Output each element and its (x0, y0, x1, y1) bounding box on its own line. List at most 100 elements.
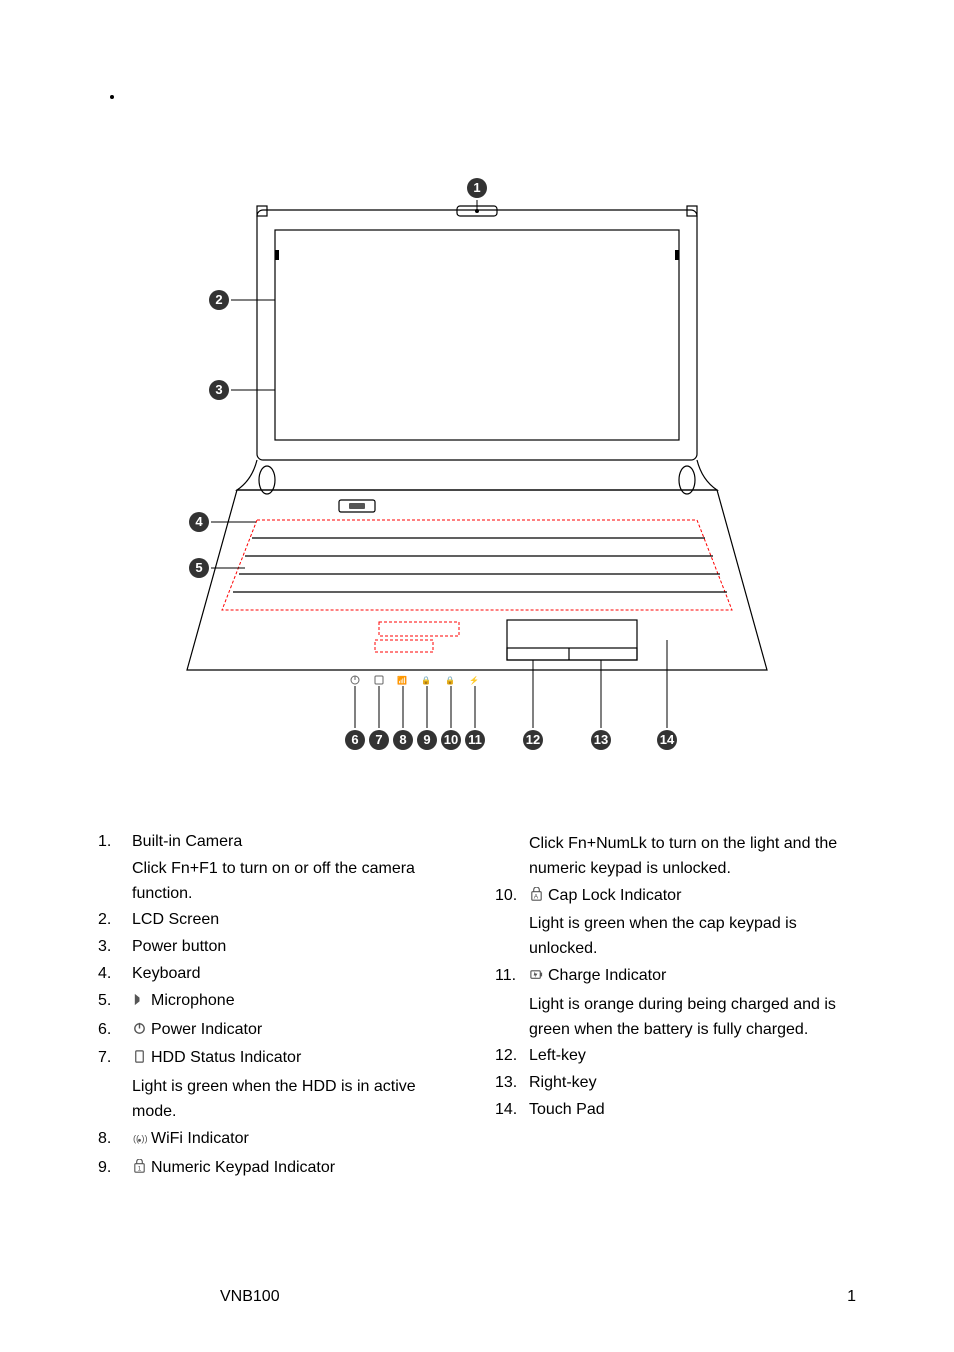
item-number: 12. (495, 1044, 529, 1069)
item-body: HDD Status Indicator (132, 1046, 459, 1073)
item-title: Built-in Camera (132, 833, 242, 850)
item-description: Light is green when the HDD is in active… (98, 1075, 459, 1125)
svg-text:🔒: 🔒 (421, 676, 431, 685)
item-title: Right-key (529, 1074, 597, 1091)
item-title: Numeric Keypad Indicator (151, 1159, 335, 1176)
list-item: 13.Right-key (495, 1071, 856, 1096)
bullet-dot (110, 95, 114, 99)
item-body: Power Indicator (132, 1018, 459, 1045)
svg-text:9: 9 (423, 732, 430, 747)
svg-text:2: 2 (215, 292, 222, 307)
svg-text:7: 7 (375, 732, 382, 747)
svg-text:)): )) (141, 1133, 147, 1143)
item-title: Left-key (529, 1047, 586, 1064)
item-title: Microphone (151, 992, 235, 1009)
item-number: 5. (98, 989, 132, 1016)
svg-text:((: (( (133, 1133, 140, 1143)
svg-text:13: 13 (594, 732, 608, 747)
list-item: 7. HDD Status Indicator (98, 1046, 459, 1073)
item-description: Light is green when the cap keypad is un… (495, 912, 856, 962)
item-body: Left-key (529, 1044, 856, 1069)
item-description-text: Light is green when the HDD is in active… (132, 1075, 459, 1125)
item-title: Charge Indicator (548, 967, 666, 984)
svg-text:⚡: ⚡ (469, 675, 479, 685)
hdd-icon (132, 1048, 147, 1073)
item-body: Touch Pad (529, 1098, 856, 1123)
item-number: 2. (98, 908, 132, 933)
svg-text:5: 5 (195, 560, 202, 575)
item-title: LCD Screen (132, 911, 219, 928)
page-footer: VNB100 1 (0, 1288, 954, 1306)
svg-text:1: 1 (138, 1165, 142, 1172)
list-item: 6. Power Indicator (98, 1018, 459, 1045)
svg-text:8: 8 (399, 732, 406, 747)
item-number: 13. (495, 1071, 529, 1096)
list-item: 4.Keyboard (98, 962, 459, 987)
left-column: 1.Built-in CameraClick Fn+F1 to turn on … (98, 830, 459, 1184)
wifi-icon: (()) (132, 1129, 147, 1154)
item-description: Click Fn+NumLk to turn on the light and … (495, 832, 856, 882)
svg-text:📶: 📶 (397, 675, 407, 685)
svg-text:🔒: 🔒 (445, 676, 455, 685)
list-item: 1.Built-in Camera (98, 830, 459, 855)
item-description: Light is orange during being charged and… (495, 993, 856, 1043)
item-body: Right-key (529, 1071, 856, 1096)
right-column: Click Fn+NumLk to turn on the light and … (495, 830, 856, 1184)
item-description-text: Light is green when the cap keypad is un… (529, 912, 856, 962)
list-item: 5. Microphone (98, 989, 459, 1016)
item-body: LCD Screen (132, 908, 459, 933)
svg-text:1: 1 (473, 180, 480, 195)
item-body: Keyboard (132, 962, 459, 987)
item-body: 1 Numeric Keypad Indicator (132, 1156, 459, 1183)
item-title: WiFi Indicator (151, 1130, 249, 1147)
numlock-icon: 1 (132, 1158, 147, 1183)
item-title: Cap Lock Indicator (548, 887, 681, 904)
power-icon (132, 1020, 147, 1045)
list-item: 9. 1 Numeric Keypad Indicator (98, 1156, 459, 1183)
item-number: 3. (98, 935, 132, 960)
svg-text:4: 4 (195, 514, 203, 529)
item-title: Touch Pad (529, 1101, 605, 1118)
item-description-text: Click Fn+F1 to turn on or off the camera… (132, 857, 459, 907)
item-description: Click Fn+F1 to turn on or off the camera… (98, 857, 459, 907)
item-body: Power button (132, 935, 459, 960)
item-title: HDD Status Indicator (151, 1049, 301, 1066)
item-title: Power button (132, 938, 226, 955)
list-item: 11. Charge Indicator (495, 964, 856, 991)
footer-model: VNB100 (220, 1288, 280, 1306)
item-number: 4. (98, 962, 132, 987)
item-description-text: Click Fn+NumLk to turn on the light and … (529, 832, 856, 882)
item-number: 9. (98, 1156, 132, 1183)
list-item: 10. A Cap Lock Indicator (495, 884, 856, 911)
item-number: 6. (98, 1018, 132, 1045)
item-title: Keyboard (132, 965, 201, 982)
item-number: 11. (495, 964, 529, 991)
item-body: Charge Indicator (529, 964, 856, 991)
svg-text:10: 10 (444, 732, 458, 747)
item-number: 1. (98, 830, 132, 855)
item-body: Built-in Camera (132, 830, 459, 855)
item-number: 10. (495, 884, 529, 911)
list-item: 12.Left-key (495, 1044, 856, 1069)
svg-text:14: 14 (660, 732, 675, 747)
svg-text:6: 6 (351, 732, 358, 747)
item-body: (()) WiFi Indicator (132, 1127, 459, 1154)
item-title: Power Indicator (151, 1021, 262, 1038)
svg-text:A: A (534, 893, 539, 900)
list-item: 2.LCD Screen (98, 908, 459, 933)
item-body: A Cap Lock Indicator (529, 884, 856, 911)
laptop-diagram: 📶 🔒 🔒 ⚡ 1234567891011121314 (157, 170, 797, 770)
callout-group: 1234567891011121314 (189, 178, 677, 750)
svg-text:11: 11 (468, 732, 482, 747)
item-number: 14. (495, 1098, 529, 1123)
mic-icon (132, 991, 147, 1016)
charge-icon (529, 966, 544, 991)
caplock-icon: A (529, 886, 544, 911)
item-number: 8. (98, 1127, 132, 1154)
list-item: 14.Touch Pad (495, 1098, 856, 1123)
item-description-text: Light is orange during being charged and… (529, 993, 856, 1043)
item-number: 7. (98, 1046, 132, 1073)
svg-text:3: 3 (215, 382, 222, 397)
footer-page: 1 (847, 1288, 856, 1306)
list-item: 8.(()) WiFi Indicator (98, 1127, 459, 1154)
